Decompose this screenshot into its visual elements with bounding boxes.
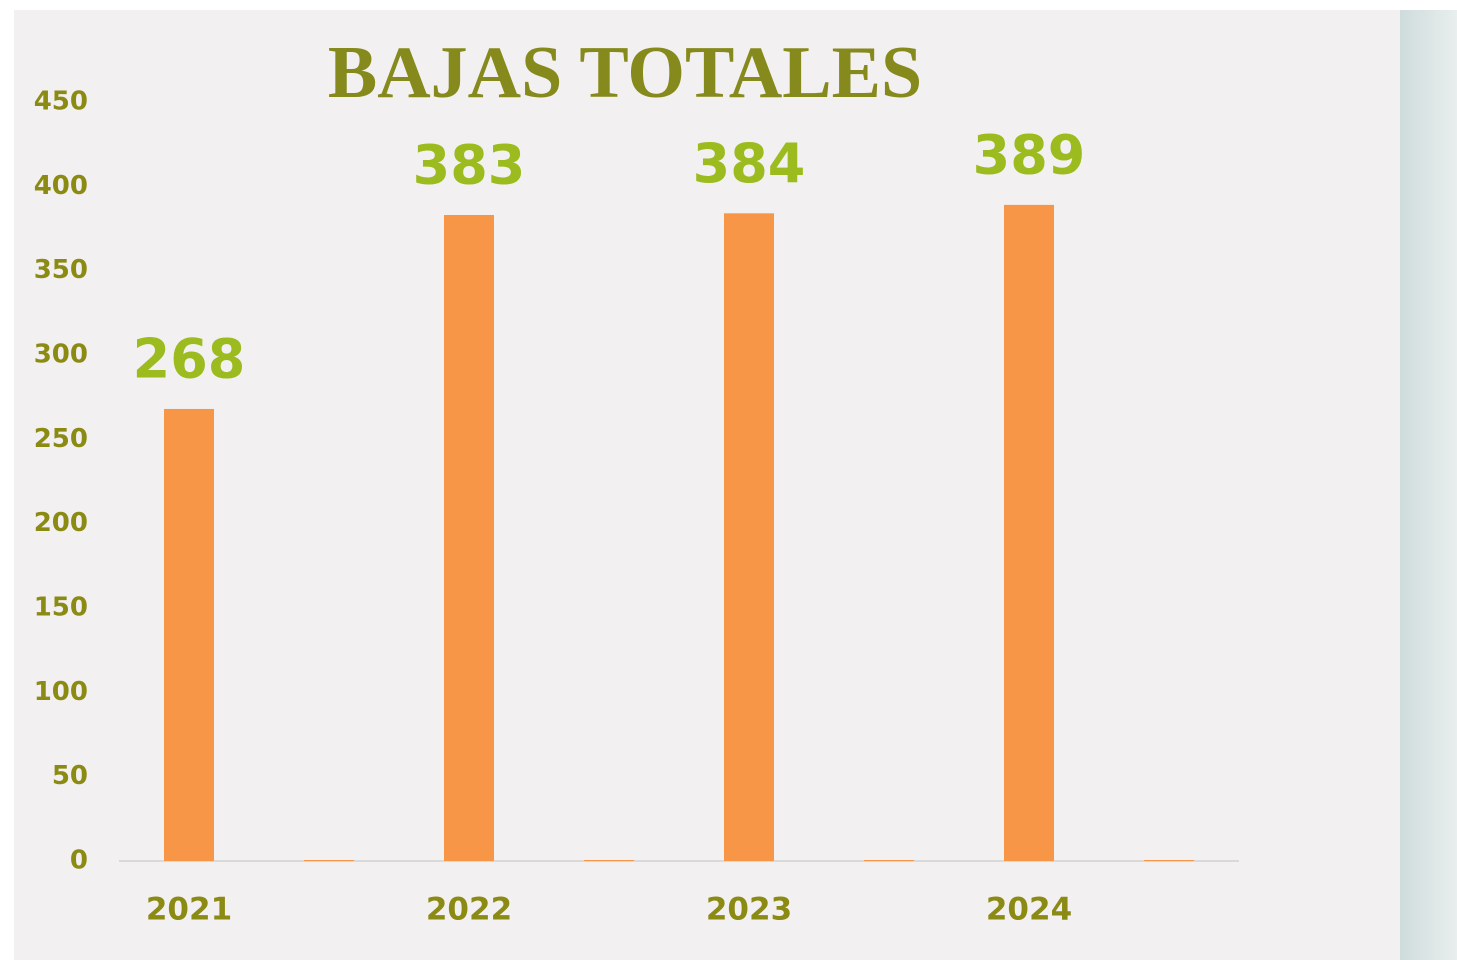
bar: [724, 213, 774, 861]
y-tick-label: 50: [52, 761, 88, 791]
chart-panel: [14, 10, 1400, 960]
bar: [1004, 204, 1054, 862]
data-label: 383: [413, 134, 526, 197]
data-label: 268: [133, 328, 246, 391]
bar: [1144, 860, 1194, 861]
data-label: 389: [973, 124, 1086, 187]
y-tick-label: 250: [34, 424, 88, 454]
y-tick-label: 100: [34, 677, 88, 707]
y-tick-label: 0: [70, 846, 88, 876]
y-tick-label: 450: [34, 87, 88, 117]
data-label: 384: [693, 132, 806, 195]
bar: [444, 215, 494, 862]
y-tick-label: 150: [34, 593, 88, 623]
bar: [164, 408, 214, 861]
chart-title: BAJAS TOTALES: [328, 32, 922, 114]
y-tick-label: 200: [34, 508, 88, 538]
side-strip: [1400, 10, 1457, 960]
x-tick-label: 2022: [426, 892, 512, 928]
bar: [584, 860, 634, 861]
bar: [304, 860, 354, 861]
y-tick-label: 350: [34, 255, 88, 285]
x-tick-label: 2021: [146, 892, 232, 928]
bar: [864, 860, 914, 861]
x-tick-label: 2024: [986, 892, 1072, 928]
y-tick-label: 300: [34, 340, 88, 370]
y-tick-label: 400: [34, 171, 88, 201]
x-tick-label: 2023: [706, 892, 792, 928]
